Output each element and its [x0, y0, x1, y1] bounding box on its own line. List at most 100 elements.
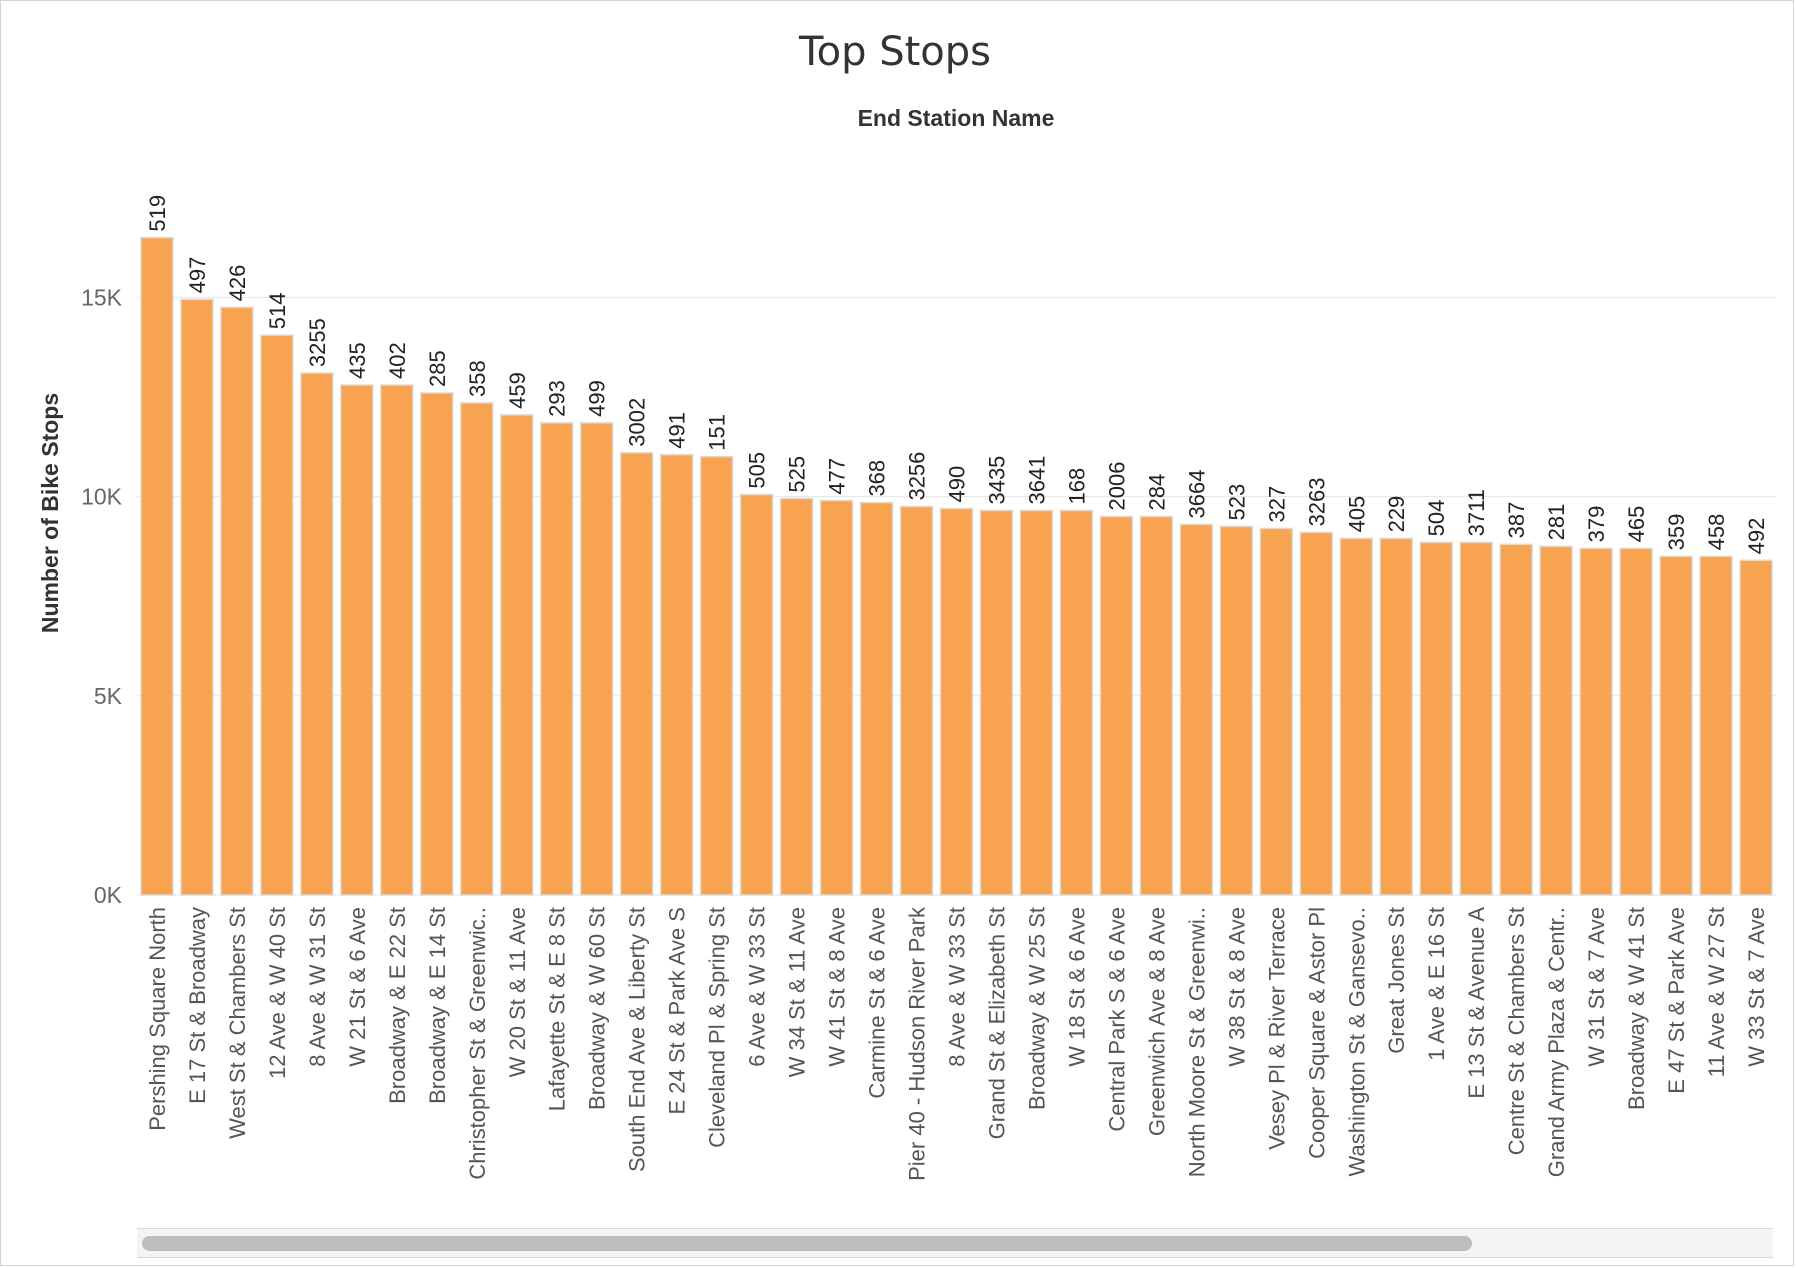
bar [1179, 523, 1214, 896]
data-label: 499 [585, 380, 610, 417]
x-tick-label: 6 Ave & W 33 St [745, 907, 770, 1067]
bar [939, 507, 974, 896]
y-tick-label: 5K [94, 683, 123, 709]
x-tick-label: Greenwich Ave & 8 Ave [1144, 907, 1169, 1136]
data-labels: 519 497 426 514 3255 435 402 285 358 459 293 499 300… [145, 195, 1769, 554]
bar [699, 455, 734, 896]
x-tick-label: E 47 St & Park Ave [1664, 907, 1689, 1094]
y-tick-label: 15K [81, 284, 123, 310]
x-tick-label: Broadway & E 14 St [425, 907, 450, 1104]
x-tick-label: Cleveland Pl & Spring St [705, 907, 730, 1148]
data-label: 465 [1624, 506, 1649, 543]
x-tick-label: E 13 St & Avenue A [1464, 907, 1489, 1099]
x-tick-label: 8 Ave & W 31 St [305, 907, 330, 1067]
x-tick-label: Great Jones St [1384, 907, 1409, 1054]
x-tick-label: E 17 St & Broadway [185, 907, 210, 1104]
bar [1339, 537, 1373, 896]
bar [1259, 527, 1294, 896]
data-label: 435 [345, 342, 370, 379]
data-label: 3255 [305, 318, 330, 367]
x-tick-label: Broadway & W 25 St [1024, 907, 1049, 1110]
bar [1699, 555, 1733, 896]
data-label: 327 [1264, 486, 1289, 523]
x-tick-label: W 34 St & 11 Ave [785, 907, 810, 1077]
data-label: 492 [1744, 518, 1769, 555]
data-label: 281 [1544, 504, 1569, 541]
y-tick-label: 0K [94, 882, 123, 908]
x-tick-label: South End Ave & Liberty St [625, 907, 650, 1172]
data-label: 293 [545, 380, 570, 417]
data-label: 368 [865, 460, 890, 497]
bar [579, 422, 614, 896]
x-tick-label: W 41 St & 8 Ave [825, 907, 850, 1067]
data-label: 387 [1504, 502, 1529, 539]
column-header: End Station Name [858, 105, 1055, 131]
bar [1419, 541, 1453, 896]
x-tick-label: E 24 St & Park Ave S [665, 907, 690, 1115]
bar [1619, 547, 1653, 896]
x-tick-label: Cooper Square & Astor Pl [1304, 907, 1329, 1159]
data-label: 3002 [625, 398, 650, 447]
x-tick-label: W 20 St & 11 Ave [505, 907, 530, 1077]
bar [460, 402, 494, 896]
x-tick-label: Centre St & Chambers St [1504, 907, 1529, 1155]
x-tick-label: Lafayette St & E 8 St [545, 907, 570, 1111]
chart-title: Top Stops [798, 29, 991, 75]
x-tick-label: North Moore St & Greenwi.. [1184, 907, 1209, 1177]
x-tick-label: 11 Ave & W 27 St [1704, 907, 1729, 1077]
x-tick-label: 8 Ave & W 33 St [945, 907, 970, 1067]
bar [1139, 515, 1174, 896]
bar [260, 334, 294, 896]
data-label: 405 [1344, 496, 1369, 533]
data-label: 229 [1384, 496, 1409, 533]
x-tick-label: W 18 St & 6 Ave [1064, 907, 1089, 1067]
data-label: 3435 [984, 456, 1009, 505]
bar [1579, 547, 1613, 896]
bar [1499, 543, 1533, 896]
data-label: 497 [185, 257, 210, 294]
x-axis-ticks: Pershing Square North E 17 St & Broadway W… [145, 906, 1769, 1181]
y-tick-label: 10K [81, 484, 123, 510]
bar [1019, 509, 1054, 896]
bar [1539, 545, 1573, 896]
data-label: 504 [1424, 500, 1449, 537]
bar [899, 505, 934, 896]
bar [1299, 531, 1334, 896]
bar [1219, 525, 1254, 896]
data-label: 3664 [1184, 470, 1209, 519]
bar [300, 372, 334, 896]
scrollbar-thumb[interactable] [142, 1236, 1472, 1251]
bar [739, 493, 774, 896]
horizontal-scrollbar[interactable] [137, 1228, 1773, 1258]
x-tick-label: Broadway & W 41 St [1624, 907, 1649, 1110]
bar [380, 384, 414, 896]
bars [140, 236, 1773, 896]
bar [340, 384, 374, 896]
data-label: 491 [665, 412, 690, 449]
bar [1059, 509, 1094, 896]
data-label: 525 [785, 456, 810, 493]
x-tick-label: Carmine St & 6 Ave [865, 907, 890, 1099]
bar [1379, 537, 1413, 896]
data-label: 490 [945, 466, 970, 503]
bar [140, 236, 174, 896]
y-axis-label: Number of Bike Stops [37, 393, 63, 633]
x-tick-label: 1 Ave & E 16 St [1424, 907, 1449, 1061]
data-label: 519 [145, 195, 170, 232]
x-tick-label: W 21 St & 6 Ave [345, 907, 370, 1067]
bar [500, 414, 534, 896]
x-tick-label: Broadway & W 60 St [585, 907, 610, 1110]
x-tick-label: Grand St & Elizabeth St [984, 907, 1009, 1139]
data-label: 459 [505, 372, 530, 409]
data-label: 359 [1664, 514, 1689, 551]
data-label: 151 [705, 414, 730, 451]
bar [619, 452, 654, 896]
data-label: 285 [425, 350, 450, 387]
bar [220, 306, 254, 896]
x-tick-label: Pier 40 - Hudson River Park [905, 906, 930, 1181]
bar [819, 499, 854, 896]
bar [859, 501, 894, 896]
x-tick-label: Grand Army Plaza & Centr.. [1544, 907, 1569, 1177]
data-label: 3711 [1464, 489, 1489, 536]
bar [1459, 541, 1493, 896]
